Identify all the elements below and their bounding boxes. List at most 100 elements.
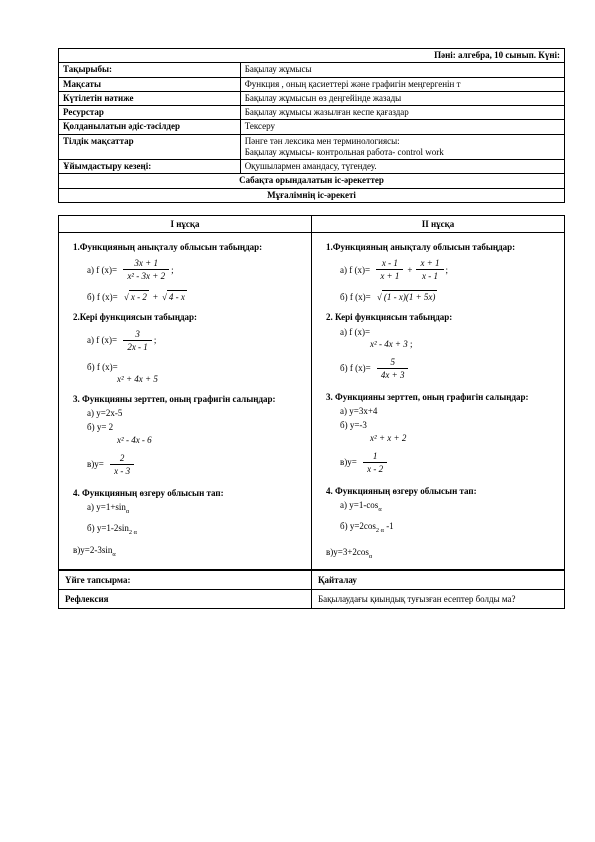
col2-title: ІІ нұсқа <box>312 215 565 232</box>
v1-q4c: в)у=2-3sinα <box>73 544 301 559</box>
variant-1: 1.Функцияның анықталу облысын табыңдар: … <box>59 232 312 569</box>
v2-q2b-lead: б) f (x)= <box>340 362 371 374</box>
den: 4x + 3 <box>377 369 409 381</box>
col1-title: І нұсқа <box>59 215 312 232</box>
den: x - 2 <box>363 463 387 475</box>
full-row-1: Мұғалімнің іс-әрекеті <box>59 188 565 202</box>
rad: (1 - x)(1 + 5x) <box>382 290 438 303</box>
fraction: x + 1 x - 1 <box>416 257 443 282</box>
t: в)у=2-3sin <box>73 545 112 555</box>
v1-q1b: б) f (x)= x - 2 + 4 - x <box>87 290 301 303</box>
h-r1-k: Мақсаты <box>59 77 241 91</box>
v1-q3a: а) у=2х-5 <box>87 407 301 419</box>
t: а) у=1-cos <box>340 500 378 510</box>
f-r1-v: Бақылаудағы қиындық туғызған есептер бол… <box>312 590 565 609</box>
h-r0-v: Бақылау жұмысы <box>240 63 564 77</box>
sqrt: (1 - x)(1 + 5x) <box>377 290 438 303</box>
den: x - 3 <box>110 465 134 477</box>
v2-q2: 2. Кері функциясын табыңдар: <box>326 311 554 323</box>
v2-q3c: в)у= 1 x - 2 <box>340 448 554 477</box>
sub: α <box>112 551 115 558</box>
v2-q4b: б) у=2cos2 α -1 <box>340 520 554 535</box>
fraction: 5 4x + 3 <box>377 356 409 381</box>
den: 2x - 1 <box>123 341 152 353</box>
expr: x² + 4x + 5 <box>117 374 158 384</box>
sub: 2 α <box>376 527 384 534</box>
v1-q2a-lead: а) f (x)= <box>87 334 117 346</box>
fraction: 3x + 1 x² - 3x + 2 <box>123 257 169 282</box>
h-r6-v: Оқушылармен амандасу, түгендеу. <box>240 160 564 174</box>
v1-q2: 2.Кері функциясын табыңдар: <box>73 311 301 323</box>
num: 5 <box>377 356 409 369</box>
v2-q1: 1.Функцияның анықталу облысын табыңдар: <box>326 241 554 253</box>
h-r4-v: Тексеру <box>240 120 564 134</box>
h-r1-v: Функция , оның қасиеттері және графигін … <box>240 77 564 91</box>
fraction: 3 2x - 1 <box>123 328 152 353</box>
fraction: x - 1 x + 1 <box>376 257 403 282</box>
v1-q1a-lead: а) f (x)= <box>87 264 117 276</box>
v1-q3c: в)у= 2 x - 3 <box>87 450 301 479</box>
t: в)у=3+2cos <box>326 547 369 557</box>
f-r0-k: Үйге тапсырма: <box>59 571 312 590</box>
v2-q1a: а) f (x)= x - 1 x + 1 + x + 1 x - 1 ; <box>340 255 554 284</box>
num: x - 1 <box>376 257 403 270</box>
h-r5-k: Тілдік мақсаттар <box>59 134 241 160</box>
num: 1 <box>363 450 387 463</box>
t: б) у=1-2sin <box>87 523 129 533</box>
v1-q2a: а) f (x)= 3 2x - 1 ; <box>87 326 301 355</box>
h-r5-v: Пәнге тән лексика мен терминологиясы: Ба… <box>240 134 564 160</box>
sqrt: 4 - x <box>162 290 187 303</box>
h-r3-v: Бақылау жұмысы жазылған кеспе қағаздар <box>240 106 564 120</box>
num: 3x + 1 <box>123 257 169 270</box>
v1-q2b: б) f (x)= x² + 4x + 5 <box>87 361 301 385</box>
v1-q1a: а) f (x)= 3x + 1 x² - 3x + 2 ; <box>87 255 301 284</box>
page: Пәні: алгебра, 10 сынып. Күні: Тақырыбы:… <box>0 0 595 629</box>
v2-q1a-lead: а) f (x)= <box>340 264 370 276</box>
v1-q2b-lead: б) f (x)= <box>87 362 118 372</box>
v2-q2a-lead: а) f (x)= <box>340 327 370 337</box>
num: x + 1 <box>416 257 443 270</box>
v2-q1b-lead: б) f (x)= <box>340 291 371 303</box>
v2-q3a: а) у=3х+4 <box>340 405 554 417</box>
num: 3 <box>123 328 152 341</box>
v2-q4c: в)у=3+2cosα <box>326 546 554 561</box>
v1-q1: 1.Функцияның анықталу облысын табыңдар: <box>73 241 301 253</box>
den: x + 1 <box>376 270 403 282</box>
sqrt: x - 2 <box>124 290 149 303</box>
t: а) у=1+sin <box>87 502 126 512</box>
v1-q3b-lead: б) у= 2 <box>87 422 113 432</box>
v1-q3b: б) у= 2 x² - 4x - 6 <box>87 421 301 445</box>
den: x - 1 <box>416 270 443 282</box>
fraction: 2 x - 3 <box>110 452 134 477</box>
tail: -1 <box>384 521 394 531</box>
expr: x² + x + 2 <box>370 433 406 443</box>
v2-q3b-lead: б) у=-3 <box>340 420 367 430</box>
v2-q3c-lead: в)у= <box>340 456 357 468</box>
sub: α <box>126 508 129 515</box>
sub: 2 α <box>129 529 137 536</box>
v1-q3: 3. Функцияны зерттеп, оның графигін салы… <box>73 393 301 405</box>
h-r3-k: Ресурстар <box>59 106 241 120</box>
variant-2: 1.Функцияның анықталу облысын табыңдар: … <box>312 232 565 569</box>
h-r2-v: Бақылау жұмысын өз деңгейінде жазады <box>240 91 564 105</box>
h-r4-k: Қолданылатын әдіс-тәсілдер <box>59 120 241 134</box>
sub: α <box>378 506 381 513</box>
footer-table: Үйге тапсырма: Қайталау Рефлексия Бақыла… <box>58 570 565 609</box>
v2-q4a: а) у=1-cosα <box>340 499 554 514</box>
f-r1-k: Рефлексия <box>59 590 312 609</box>
sub: α <box>369 553 372 560</box>
v1-q3c-lead: в)у= <box>87 458 104 470</box>
v1-q4a: а) у=1+sinα <box>87 501 301 516</box>
h-r6-k: Ұйымдастыру кезеңі: <box>59 160 241 174</box>
v2-q4: 4. Функцияның өзгеру облысын тап: <box>326 485 554 497</box>
v2-q1b: б) f (x)= (1 - x)(1 + 5x) <box>340 290 554 303</box>
v2-q3b: б) у=-3 x² + x + 2 <box>340 419 554 443</box>
full-row-0: Сабақта орындалатын іс-әрекеттер <box>59 174 565 188</box>
rad: x - 2 <box>129 290 149 303</box>
num: 2 <box>110 452 134 465</box>
v1-q1b-lead: б) f (x)= <box>87 291 118 303</box>
v2-q2a: а) f (x)= x² - 4x + 3 ; <box>340 326 554 350</box>
header-table: Пәні: алгебра, 10 сынып. Күні: Тақырыбы:… <box>58 48 565 203</box>
v2-q3: 3. Функцияны зерттеп, оның графигін салы… <box>326 391 554 403</box>
v1-q4b: б) у=1-2sin2 α <box>87 522 301 537</box>
